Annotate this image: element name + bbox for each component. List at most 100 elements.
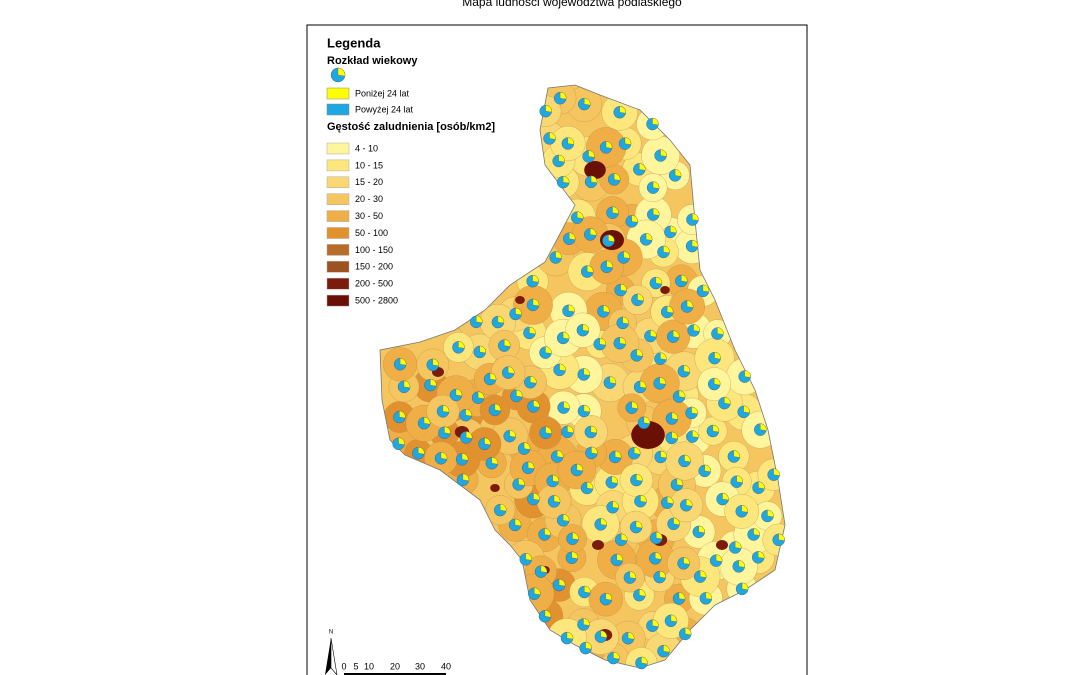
legend-label: 15 - 20 — [355, 177, 383, 187]
pie-wedge — [465, 409, 472, 417]
city-region — [515, 296, 525, 304]
scale-label: 10 — [364, 661, 374, 671]
city-region — [631, 421, 665, 449]
pie-wedge — [670, 614, 678, 622]
pie-wedge — [663, 245, 670, 254]
pie-wedge — [523, 442, 531, 450]
legend-label: 30 - 50 — [355, 211, 383, 221]
pie-wedge — [714, 377, 721, 386]
pie-wedge — [533, 492, 540, 501]
pie-wedge — [741, 505, 748, 513]
pie-wedge — [591, 446, 598, 455]
pie-wedge — [615, 450, 622, 459]
pie-wedge — [476, 315, 483, 323]
pie-wedge — [691, 239, 699, 248]
pie-wedge — [533, 400, 540, 408]
pie-wedge — [673, 517, 680, 526]
pie-wedge — [562, 331, 570, 340]
pie-wedge — [671, 412, 678, 420]
pie-wedge — [479, 345, 486, 354]
pie-wedge — [525, 553, 532, 561]
pie-wedge — [552, 474, 559, 483]
legend-swatch — [326, 244, 350, 256]
pie-wedge — [558, 154, 565, 163]
pie-wedge — [653, 208, 660, 216]
pie-wedge — [440, 452, 448, 460]
pie-wedge — [683, 557, 690, 565]
pie-wedge — [624, 137, 632, 145]
pie-wedge — [518, 478, 525, 486]
legend-label: 20 - 30 — [355, 194, 383, 204]
legend-label: 4 - 10 — [355, 143, 378, 153]
legend-swatch — [326, 103, 350, 116]
pie-wedge — [744, 370, 751, 378]
pie-wedge — [603, 305, 610, 313]
pie-wedge — [676, 478, 684, 486]
pie-wedge — [477, 391, 485, 399]
pie-wedge — [544, 610, 552, 618]
pie-wedge — [544, 528, 551, 536]
scale-label: 0 — [341, 661, 346, 671]
pie-wedge — [700, 570, 707, 578]
pie-wedge — [491, 457, 498, 465]
pie-wedge — [559, 363, 566, 372]
pie-wedge — [704, 464, 711, 473]
legend-swatch — [326, 87, 350, 100]
pie-wedge — [670, 225, 677, 234]
legend-swatch — [326, 261, 350, 273]
pie-wedge — [639, 589, 646, 597]
pie-wedge — [659, 570, 666, 579]
pie-wedge — [586, 481, 594, 490]
pie-wedge — [667, 496, 674, 504]
pie-wedge — [545, 105, 552, 113]
scale-label: 40 — [441, 661, 451, 671]
scale-bar: N 0 5 10 20 30 40 — [325, 630, 451, 675]
pie-wedge — [655, 276, 662, 285]
pie-wedge — [432, 358, 439, 367]
pie-wedge — [399, 358, 407, 366]
pie-wedge — [686, 300, 694, 308]
pie-wedge — [660, 450, 667, 459]
pie-wedge — [733, 450, 740, 458]
legend-swatch — [326, 142, 350, 155]
pie-wedge — [634, 447, 641, 455]
pie-wedge — [583, 404, 591, 413]
pie-wedge — [588, 150, 595, 158]
pie-wedge — [605, 141, 613, 149]
pie-wedge — [693, 324, 700, 332]
pie-wedge — [778, 533, 785, 541]
pie-wedge — [534, 587, 541, 595]
pie-wedge — [656, 531, 663, 540]
pie-wedge — [563, 401, 570, 409]
city-region — [716, 540, 728, 550]
pie-wedge — [489, 372, 497, 381]
city-region — [490, 484, 500, 492]
pie-wedge — [606, 260, 613, 268]
pie-wedge — [712, 424, 719, 433]
pie-wedge — [616, 553, 623, 562]
pie-wedge — [567, 137, 574, 145]
pie-wedge — [509, 430, 516, 438]
pie-wedge — [735, 541, 742, 549]
pie-wedge — [560, 92, 567, 100]
pie-wedge — [663, 645, 670, 653]
city-region — [584, 161, 606, 179]
pie-wedge — [636, 473, 643, 482]
pie-wedge — [423, 417, 431, 425]
pie-wedge — [462, 473, 470, 481]
pie-wedge — [691, 406, 698, 415]
pie-wedge — [599, 338, 606, 346]
pie-wedge — [659, 377, 666, 385]
pie-wedge — [741, 582, 749, 591]
pie-wedge — [650, 329, 657, 338]
pie-wedge — [527, 461, 535, 469]
city-region — [660, 286, 670, 294]
pie-wedge — [609, 376, 616, 384]
pie-wedge — [681, 274, 688, 283]
pie-wedge — [567, 425, 574, 433]
pie-wedge — [639, 380, 647, 389]
legend-label: 500 - 2800 — [355, 295, 398, 305]
age-pies — [392, 92, 785, 670]
pie-wedge — [623, 251, 630, 259]
pie-wedge — [576, 463, 583, 472]
